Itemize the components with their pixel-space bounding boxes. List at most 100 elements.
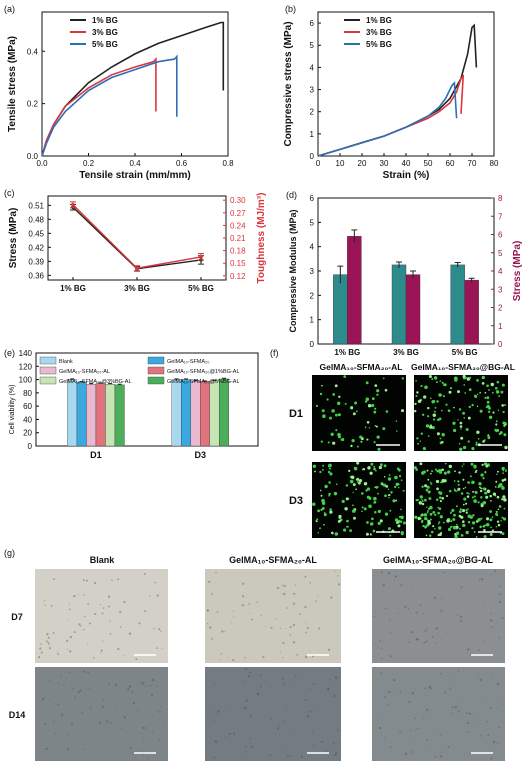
y-tick-label: 0	[310, 340, 315, 349]
cell-dot	[434, 527, 436, 530]
cell-dot	[322, 464, 325, 467]
cell-dot	[459, 447, 463, 451]
legend-label: GelMA₁₀-SFMA₂₀@3%BG-AL	[59, 379, 132, 385]
cell-dot	[427, 406, 430, 410]
texture-speck	[106, 720, 109, 723]
cell-dot	[436, 400, 439, 403]
texture-speck	[89, 707, 92, 710]
texture-speck	[490, 757, 493, 760]
texture-speck	[481, 736, 483, 738]
texture-speck	[320, 740, 323, 744]
texture-speck	[482, 601, 484, 603]
cell-dot	[437, 533, 440, 537]
cell-dot	[462, 523, 466, 528]
cell-dot	[373, 410, 377, 414]
series-line-0	[317, 23, 478, 157]
cell-dot	[420, 520, 424, 524]
texture-speck	[373, 615, 376, 618]
texture-speck	[375, 610, 377, 612]
texture-speck	[145, 727, 147, 729]
texture-speck	[490, 574, 493, 576]
cell-dot	[423, 513, 428, 517]
cell-dot	[433, 410, 436, 413]
texture-speck	[415, 740, 417, 742]
cell-dot	[315, 404, 319, 408]
cell-dot	[497, 523, 501, 527]
texture-speck	[158, 628, 161, 631]
texture-speck	[408, 641, 411, 644]
texture-speck	[144, 572, 146, 575]
cell-dot	[364, 400, 368, 403]
cell-dot	[328, 467, 331, 470]
texture-speck	[158, 739, 161, 741]
cell-dot	[428, 497, 432, 500]
cell-dot	[368, 427, 371, 429]
texture-speck	[84, 615, 86, 618]
cell-dot	[465, 511, 468, 514]
texture-speck	[44, 604, 46, 606]
column-title: GelMA₁₀-SFMA₂₀@BG-AL	[411, 362, 515, 372]
texture-speck	[483, 641, 485, 643]
cell-dot	[498, 395, 500, 397]
cell-dot	[363, 481, 368, 486]
cell-dot	[330, 432, 334, 436]
y-tick-label: 1	[310, 316, 315, 325]
cell-dot	[476, 430, 480, 434]
cell-dot	[483, 462, 488, 466]
texture-speck	[212, 711, 214, 713]
cell-dot	[341, 437, 345, 442]
cell-dot	[347, 526, 349, 528]
texture-speck	[484, 696, 486, 698]
texture-speck	[248, 603, 250, 605]
cell-dot	[355, 488, 357, 491]
texture-speck	[142, 682, 145, 685]
texture-speck	[82, 579, 85, 582]
texture-speck	[46, 633, 49, 636]
texture-speck	[390, 746, 392, 748]
cell-dot	[455, 531, 460, 535]
cell-dot	[336, 401, 341, 406]
cell-dot	[320, 440, 323, 443]
texture-speck	[382, 583, 385, 587]
cell-dot	[353, 516, 356, 520]
cell-dot	[413, 409, 417, 413]
texture-speck	[390, 631, 392, 634]
texture-speck	[244, 751, 247, 753]
cell-dot	[438, 496, 442, 499]
texture-speck	[451, 713, 453, 715]
y-axis-label: Tensile stress (MPa)	[7, 36, 18, 132]
cell-dot	[494, 428, 497, 432]
cell-dot	[374, 501, 377, 504]
texture-speck	[245, 746, 247, 749]
cell-dot	[361, 506, 364, 509]
texture-speck	[56, 651, 58, 653]
x-tick-label: 80	[490, 159, 499, 168]
texture-speck	[83, 670, 85, 673]
texture-speck	[226, 656, 228, 658]
cell-dot	[495, 525, 498, 528]
cell-dot	[394, 518, 399, 522]
texture-speck	[85, 579, 88, 582]
cell-dot	[350, 475, 355, 480]
cell-dot	[384, 512, 389, 516]
texture-speck	[315, 600, 318, 602]
cell-dot	[429, 512, 433, 516]
texture-speck	[279, 651, 281, 653]
texture-speck	[480, 578, 484, 581]
texture-speck	[241, 604, 244, 607]
texture-speck	[489, 745, 491, 747]
cell-dot	[490, 382, 495, 387]
cell-dot	[443, 521, 445, 524]
cell-dot	[433, 376, 438, 380]
cell-dot	[432, 525, 435, 528]
cell-dot	[472, 490, 475, 493]
cell-dot	[467, 508, 469, 510]
texture-speck	[139, 681, 141, 684]
texture-speck	[386, 704, 389, 707]
texture-speck	[149, 684, 152, 687]
category-label: 5% BG	[188, 284, 214, 293]
brightfield-image	[372, 569, 505, 663]
texture-speck	[304, 605, 307, 609]
cell-dot	[454, 470, 456, 473]
cell-dot	[356, 479, 360, 482]
